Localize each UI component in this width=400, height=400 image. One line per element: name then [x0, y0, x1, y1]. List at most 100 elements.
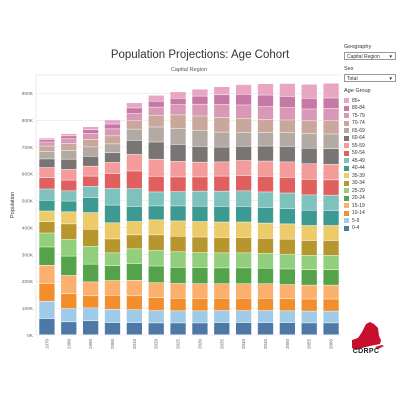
y-tick-label: 800K	[22, 118, 34, 124]
bar-segment-75-79	[235, 105, 252, 119]
legend-item[interactable]: 60-64	[344, 135, 398, 143]
sex-dropdown[interactable]: Total ▼	[344, 74, 396, 82]
bar-segment-75-79	[126, 113, 143, 121]
bar-segment-10-14	[301, 299, 317, 311]
bar-segment-50-54	[148, 176, 164, 192]
bar-segment-80-84	[39, 139, 55, 142]
legend-item[interactable]: 85+	[344, 97, 398, 105]
x-tick-label: 2045	[263, 339, 268, 350]
bar-segment-65-69	[39, 151, 55, 159]
legend-swatch	[344, 150, 349, 156]
bar-segment-0-4	[126, 322, 143, 335]
legend-item[interactable]: 75-79	[344, 112, 398, 120]
bar-segment-60-64	[192, 146, 208, 162]
y-tick-label: 0K	[27, 333, 34, 339]
bar-segment-60-64	[61, 159, 77, 170]
bar-segment-35-39	[61, 212, 77, 224]
y-tick-label: 900K	[22, 91, 34, 97]
legend-item[interactable]: 45-49	[344, 157, 398, 165]
bar-segment-70-74	[235, 118, 252, 133]
bar-series	[39, 83, 339, 335]
bar-segment-5-9	[170, 311, 186, 323]
bar-segment-40-44	[82, 197, 99, 213]
legend-item[interactable]: 25-29	[344, 187, 398, 195]
bar-segment-45-49	[104, 188, 121, 205]
legend-item[interactable]: 35-39	[344, 172, 398, 180]
bar-segment-10-14	[82, 296, 99, 308]
bar-segment-80-84	[82, 129, 99, 134]
bar-segment-50-54	[82, 176, 99, 187]
geography-value: Capital Region	[347, 54, 380, 60]
y-tick-label: 700K	[22, 145, 34, 151]
x-tick-label: 2050	[285, 339, 290, 350]
bar-segment-70-74	[301, 121, 317, 134]
legend-item[interactable]: 5-9	[344, 217, 398, 225]
geography-dropdown[interactable]: Capital Region ▼	[344, 52, 396, 60]
sex-label: Sex	[344, 66, 354, 72]
bar-segment-85+	[148, 95, 164, 101]
bar-segment-65-69	[170, 128, 186, 145]
bar-segment-35-39	[148, 220, 164, 235]
legend-swatch	[344, 143, 349, 149]
legend-item[interactable]: 50-54	[344, 150, 398, 158]
bar-segment-40-44	[279, 208, 296, 224]
bar-segment-50-54	[39, 177, 55, 189]
legend-item[interactable]: 40-44	[344, 165, 398, 173]
bar-segment-70-74	[126, 120, 143, 129]
x-tick-label: 2025	[176, 339, 181, 350]
bar-segment-15-19	[170, 283, 186, 298]
bar-segment-85+	[323, 83, 339, 98]
legend-item[interactable]: 30-34	[344, 180, 398, 188]
bar-segment-60-64	[39, 159, 55, 168]
y-tick-label: 300K	[22, 252, 34, 258]
bar-segment-55-59	[170, 161, 186, 177]
legend-item[interactable]: 65-69	[344, 127, 398, 135]
bar-segment-40-44	[148, 206, 164, 220]
bar-segment-75-79	[279, 107, 296, 120]
bar-segment-40-44	[257, 207, 274, 223]
legend-label: 10-14	[352, 210, 365, 217]
legend-item[interactable]: 0-4	[344, 225, 398, 233]
bar-segment-60-64	[301, 148, 317, 164]
legend-item[interactable]: 70-74	[344, 120, 398, 128]
bar-segment-85+	[170, 92, 186, 99]
bar-segment-10-14	[257, 298, 274, 311]
legend-swatch	[344, 113, 349, 119]
bar-segment-20-24	[301, 270, 317, 285]
bar-segment-5-9	[279, 311, 296, 323]
bar-segment-10-14	[126, 296, 143, 310]
legend-item[interactable]: 55-59	[344, 142, 398, 150]
bar-segment-70-74	[82, 139, 99, 147]
legend-item[interactable]: 10-14	[344, 210, 398, 218]
bar-segment-20-24	[257, 268, 274, 284]
bar-segment-75-79	[192, 104, 208, 116]
y-tick-label: 100K	[22, 306, 34, 312]
legend-swatch	[344, 98, 349, 104]
bar-segment-15-19	[148, 282, 164, 298]
x-tick-label: 2030	[197, 339, 202, 350]
bar-segment-30-34	[192, 237, 208, 253]
legend-item[interactable]: 20-24	[344, 195, 398, 203]
legend-item[interactable]: 15-19	[344, 202, 398, 210]
bar-segment-35-39	[104, 223, 121, 239]
bar-segment-35-39	[214, 222, 230, 238]
bar-segment-65-69	[192, 130, 208, 147]
legend-swatch	[344, 158, 349, 164]
bar-segment-25-29	[126, 249, 143, 264]
bar-segment-70-74	[39, 146, 55, 152]
bar-segment-40-44	[235, 206, 252, 222]
x-tick-label: 1980	[66, 339, 71, 350]
legend-label: 55-59	[352, 142, 365, 149]
bar-segment-30-34	[104, 239, 121, 253]
x-tick-label: 2060	[329, 339, 334, 350]
bar-segment-50-54	[126, 171, 143, 189]
bar-segment-40-44	[39, 200, 55, 211]
legend-item[interactable]: 80-84	[344, 105, 398, 113]
bar-segment-10-14	[279, 299, 296, 311]
y-tick-label: 200K	[22, 279, 34, 285]
bar-segment-35-39	[257, 223, 274, 239]
y-tick-label: 500K	[22, 199, 34, 205]
bar-segment-70-74	[323, 120, 339, 134]
bar-segment-20-24	[39, 247, 55, 265]
legend-label: 75-79	[352, 112, 365, 119]
